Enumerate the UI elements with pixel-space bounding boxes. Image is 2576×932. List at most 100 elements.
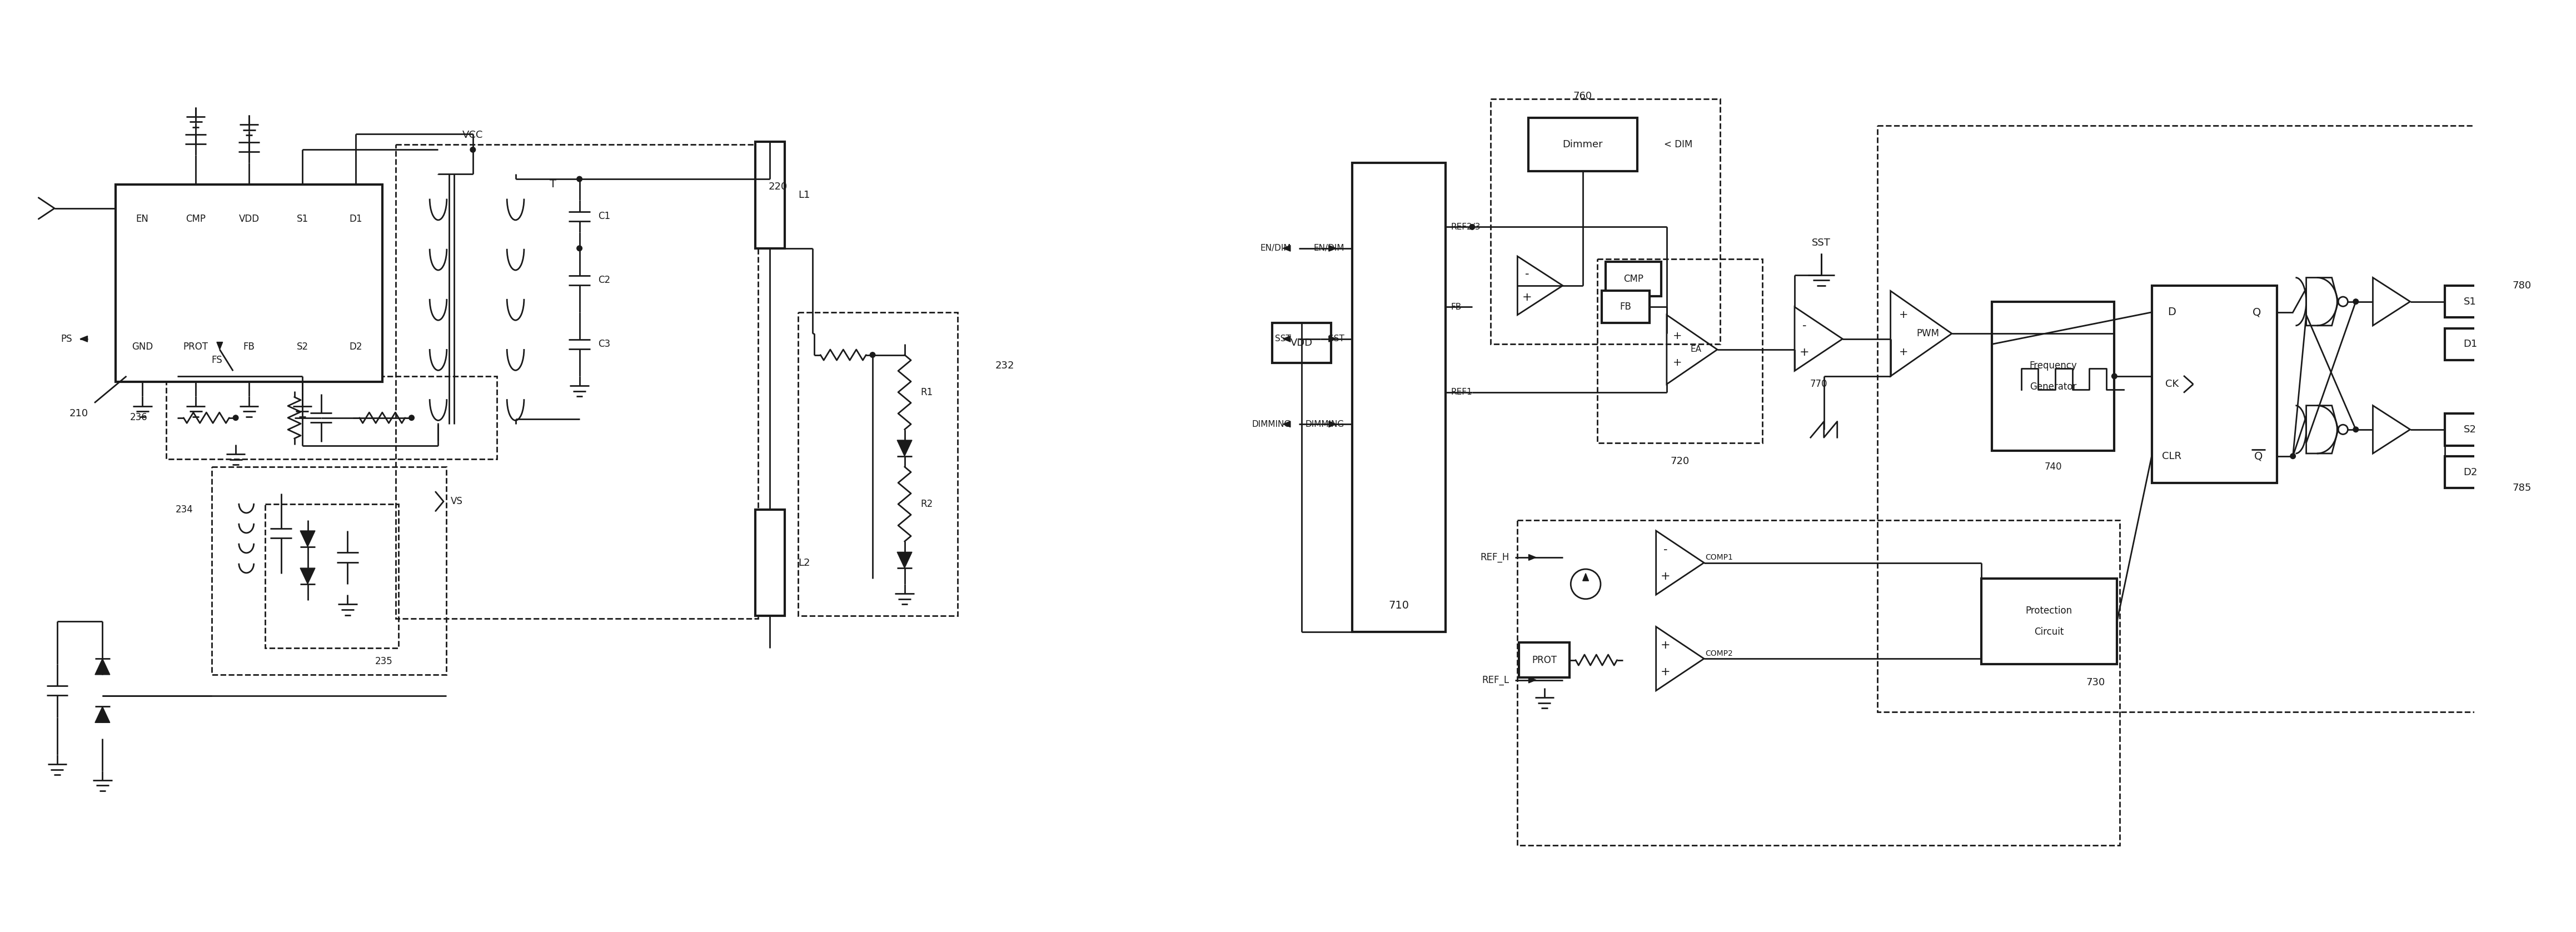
- Bar: [1597, 259, 1762, 443]
- Circle shape: [2352, 427, 2360, 432]
- Polygon shape: [1283, 245, 1291, 252]
- Text: 234: 234: [175, 504, 193, 514]
- Text: 785: 785: [2512, 483, 2532, 493]
- Text: -: -: [1525, 268, 1530, 280]
- Bar: [1520, 643, 1569, 678]
- Text: SST: SST: [1275, 335, 1291, 343]
- Polygon shape: [1283, 421, 1291, 427]
- Circle shape: [232, 415, 240, 420]
- Bar: [755, 510, 786, 616]
- Text: REF2/3: REF2/3: [1450, 223, 1481, 231]
- Text: SST: SST: [1329, 335, 1345, 343]
- Polygon shape: [1329, 421, 1337, 427]
- Bar: [116, 185, 381, 381]
- Bar: [1602, 291, 1649, 322]
- Text: EN: EN: [137, 214, 149, 224]
- Text: +: +: [1899, 347, 1909, 358]
- Text: L2: L2: [799, 557, 809, 568]
- Polygon shape: [80, 336, 88, 342]
- Text: COMP2: COMP2: [1705, 650, 1734, 657]
- Bar: [1991, 302, 2115, 451]
- Text: S1: S1: [2463, 296, 2476, 307]
- Text: C3: C3: [598, 339, 611, 350]
- Text: VCC: VCC: [464, 130, 484, 140]
- Circle shape: [410, 415, 415, 420]
- Bar: [755, 142, 786, 248]
- Polygon shape: [1329, 336, 1337, 342]
- Text: +: +: [1522, 292, 1533, 303]
- Text: 235: 235: [376, 656, 394, 666]
- Text: FB: FB: [1450, 303, 1461, 311]
- Circle shape: [2352, 299, 2360, 304]
- Polygon shape: [896, 440, 912, 456]
- Bar: [1273, 322, 1332, 363]
- Circle shape: [1468, 225, 1476, 229]
- Text: T: T: [549, 179, 556, 189]
- Bar: [397, 144, 757, 619]
- Bar: [1528, 117, 1638, 171]
- Text: 710: 710: [1388, 600, 1409, 610]
- Polygon shape: [95, 659, 111, 675]
- Polygon shape: [1329, 245, 1337, 252]
- Circle shape: [471, 147, 477, 152]
- Text: FB: FB: [242, 342, 255, 352]
- Bar: [2445, 328, 2496, 360]
- Text: DIMMING: DIMMING: [1306, 420, 1345, 429]
- Text: +: +: [1662, 666, 1669, 678]
- Text: +: +: [1672, 331, 1682, 341]
- Text: S1: S1: [296, 214, 309, 224]
- Text: Circuit: Circuit: [2035, 627, 2063, 637]
- Text: Q: Q: [2254, 451, 2262, 461]
- Text: < DIM: < DIM: [1664, 140, 1692, 149]
- Circle shape: [577, 176, 582, 182]
- Circle shape: [2112, 374, 2117, 379]
- Text: 730: 730: [2087, 678, 2105, 688]
- Bar: [2445, 456, 2496, 488]
- Text: +: +: [1798, 347, 1808, 358]
- Text: S2: S2: [296, 342, 309, 352]
- Polygon shape: [1582, 573, 1589, 581]
- Text: Dimmer: Dimmer: [1564, 140, 1602, 149]
- Bar: [167, 377, 497, 459]
- Text: 740: 740: [2045, 461, 2061, 472]
- Text: REF_H: REF_H: [1481, 553, 1510, 562]
- Text: -: -: [1664, 544, 1667, 555]
- Polygon shape: [1528, 555, 1535, 560]
- Text: 210: 210: [70, 408, 88, 418]
- Bar: [2151, 285, 2277, 483]
- Text: VDD: VDD: [240, 214, 260, 224]
- Text: D2: D2: [350, 342, 363, 352]
- Text: D1: D1: [350, 214, 363, 224]
- Polygon shape: [1528, 677, 1535, 683]
- Polygon shape: [216, 342, 222, 350]
- Text: EN/DIM: EN/DIM: [1260, 244, 1291, 253]
- Text: R2: R2: [920, 500, 933, 509]
- Text: 760: 760: [1574, 91, 1592, 102]
- Text: CMP: CMP: [1623, 274, 1643, 284]
- Polygon shape: [2306, 405, 2339, 454]
- Circle shape: [577, 246, 582, 251]
- Text: Q: Q: [2251, 307, 2262, 318]
- Text: 720: 720: [1669, 457, 1690, 467]
- Text: CMP: CMP: [185, 214, 206, 224]
- Text: Frequency: Frequency: [2030, 361, 2076, 371]
- Text: 780: 780: [2512, 281, 2532, 291]
- Text: +: +: [1672, 358, 1682, 368]
- Text: PS: PS: [62, 334, 72, 344]
- Text: 236: 236: [131, 413, 147, 422]
- Text: Generator: Generator: [2030, 382, 2076, 391]
- Polygon shape: [896, 552, 912, 569]
- Text: GND: GND: [131, 342, 152, 352]
- Text: C1: C1: [598, 212, 611, 221]
- Polygon shape: [301, 530, 314, 547]
- Bar: [2445, 285, 2496, 318]
- Text: C2: C2: [598, 275, 611, 285]
- Text: DIMMING: DIMMING: [1252, 420, 1291, 429]
- Text: 220: 220: [768, 182, 788, 192]
- Circle shape: [2290, 454, 2295, 459]
- Text: CK: CK: [2166, 379, 2179, 390]
- Bar: [1605, 262, 1662, 296]
- Bar: [1517, 520, 2120, 845]
- Bar: [799, 312, 958, 616]
- Text: COMP1: COMP1: [1705, 554, 1734, 561]
